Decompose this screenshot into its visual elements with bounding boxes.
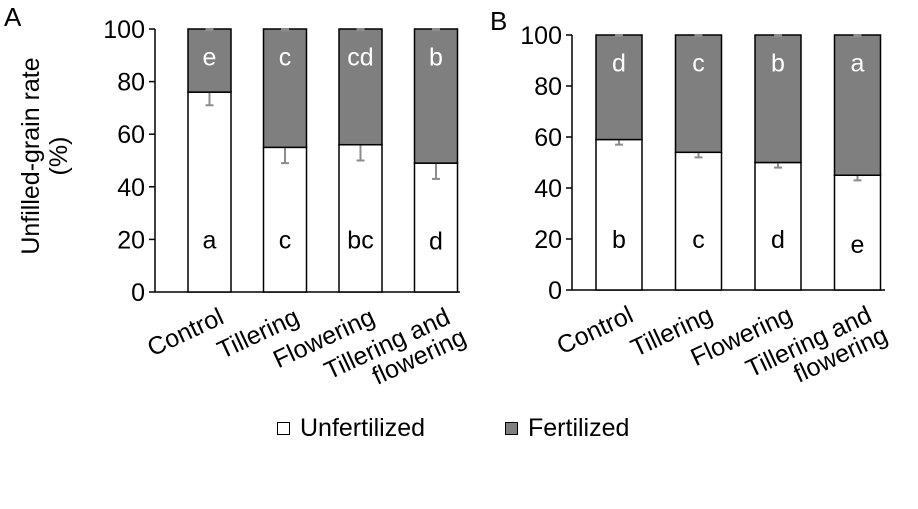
panel-a-bar-unfertilized-flowering bbox=[338, 143, 383, 293]
panel-a-bar-unfertilized-tillering-and-flowering bbox=[413, 162, 459, 293]
panel-b-letter-fertilized-tillering: c bbox=[692, 50, 705, 78]
panel-b-bar-fertilized-control bbox=[595, 34, 643, 141]
panel-a-letter-unfertilized-tillering-and-flowering: d bbox=[429, 227, 443, 255]
panel-b-y-tick-label-40: 40 bbox=[534, 175, 562, 203]
panel-a-bar-fertilized-tillering bbox=[262, 28, 308, 149]
panel-b-bar-unfertilized-tillering bbox=[674, 151, 723, 291]
panel-a-bar-fertilized-flowering bbox=[338, 28, 383, 146]
panel-b-category-label-control: Control bbox=[553, 301, 638, 360]
panel-a-letter-unfertilized-flowering: bc bbox=[347, 226, 373, 254]
panel-a-letter-fertilized-tillering-and-flowering: b bbox=[429, 44, 443, 72]
legend-swatch-unfertilized bbox=[277, 422, 290, 435]
panel-a-category-label-control: Control bbox=[143, 303, 228, 362]
panel-a-letter: A bbox=[4, 2, 22, 32]
panel-a-bar-fertilized-control bbox=[187, 28, 232, 93]
legend-label-fertilized: Fertilized bbox=[528, 414, 630, 442]
panel-b-letter-unfertilized-tillering-and-flowering: e bbox=[851, 231, 865, 259]
panel-a-y-tick-label-0: 0 bbox=[131, 279, 145, 307]
panel-b-chart: 020406080100bdControlccTilleringdbFlower… bbox=[520, 22, 892, 389]
panel-a-y-tick-label-60: 60 bbox=[117, 121, 145, 149]
panel-a-bar-unfertilized-control bbox=[187, 91, 232, 293]
panel-a-letter-fertilized-control: e bbox=[203, 44, 217, 72]
panel-b-letter-unfertilized-flowering: d bbox=[771, 226, 785, 254]
panel-b-y-tick-label-20: 20 bbox=[534, 226, 562, 254]
panel-b-letter: B bbox=[490, 6, 508, 36]
panel-b-bar-unfertilized-control bbox=[595, 138, 643, 291]
panel-a-bar-unfertilized-tillering bbox=[262, 146, 308, 293]
panel-b-y-tick-label-0: 0 bbox=[548, 277, 562, 305]
panel-b-y-tick-label-60: 60 bbox=[534, 124, 562, 152]
legend-swatch-fertilized bbox=[505, 422, 518, 435]
panel-a-y-tick-label-40: 40 bbox=[117, 174, 145, 202]
panel-a-chart: 020406080100aeControlccTilleringbccdFlow… bbox=[103, 16, 470, 391]
panel-b-letter-fertilized-tillering-and-flowering: a bbox=[851, 50, 865, 78]
panel-b-letter-unfertilized-tillering: c bbox=[692, 226, 705, 254]
panel-a-y-tick-label-80: 80 bbox=[117, 69, 145, 97]
panel-b-letter-fertilized-control: d bbox=[612, 50, 626, 78]
panel-b-y-tick-label-80: 80 bbox=[534, 73, 562, 101]
panel-a-y-tick-label-100: 100 bbox=[103, 16, 145, 44]
legend: Unfertilized Fertilized bbox=[0, 414, 918, 446]
legend-item-fertilized: Fertilized bbox=[505, 414, 629, 443]
y-axis-label-line-1: Unfilled-grain rate bbox=[17, 57, 45, 255]
panel-b-letter-unfertilized-control: b bbox=[612, 226, 626, 254]
panel-a-letter-unfertilized-control: a bbox=[203, 226, 217, 254]
y-axis-label: Unfilled-grain rate (%) bbox=[17, 41, 73, 271]
panel-b-letter-fertilized-flowering: b bbox=[771, 50, 785, 78]
legend-label-unfertilized: Unfertilized bbox=[300, 414, 426, 442]
panel-a-letter-unfertilized-tillering: c bbox=[279, 226, 292, 254]
panel-b-y-tick-label-100: 100 bbox=[520, 22, 562, 50]
panel-b-bar-unfertilized-flowering bbox=[754, 161, 802, 291]
panel-a-letter-fertilized-flowering: cd bbox=[347, 44, 373, 72]
panel-a-letter-fertilized-tillering: c bbox=[279, 44, 292, 72]
panel-b-bar-fertilized-flowering bbox=[754, 34, 802, 164]
panel-a-y-tick-label-20: 20 bbox=[117, 226, 145, 254]
legend-item-unfertilized: Unfertilized bbox=[277, 414, 425, 443]
y-axis-label-line-2: (%) bbox=[45, 136, 73, 176]
panel-b-bar-unfertilized-tillering-and-flowering bbox=[833, 174, 882, 291]
